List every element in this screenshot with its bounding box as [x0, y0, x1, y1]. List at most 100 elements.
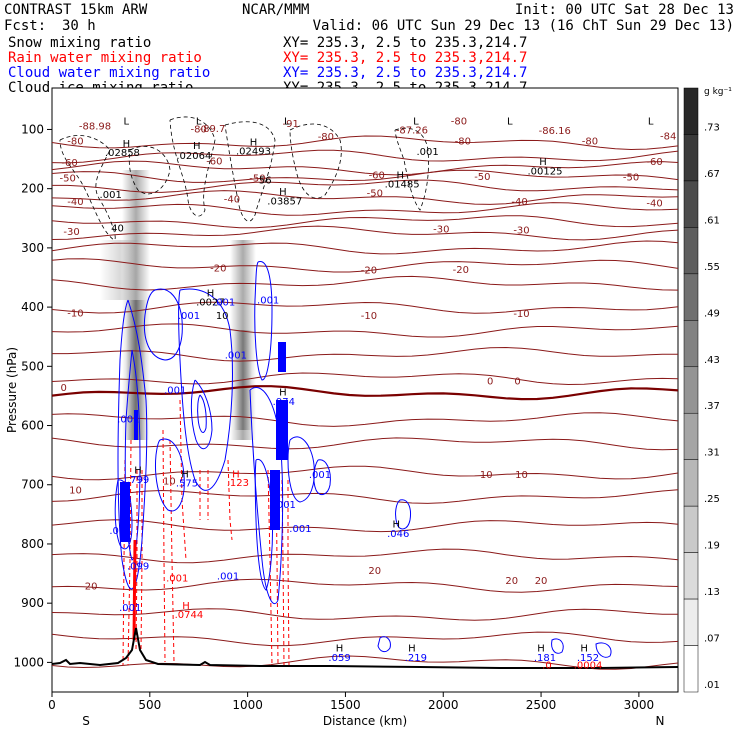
extremum-label: .001: [257, 296, 279, 307]
temperature-contour: [52, 149, 678, 164]
temperature-label: -40: [511, 197, 527, 208]
extremum-label: 10: [216, 311, 229, 322]
y-tick-label: 500: [21, 359, 44, 373]
x-tick-label: 0: [48, 698, 56, 712]
rain-contour: [287, 480, 290, 666]
extremum-label: .001: [289, 524, 311, 535]
extremum-label: H: [537, 644, 545, 655]
colorbar-cell: [683, 645, 699, 693]
extremum-label: L: [507, 117, 513, 128]
x-tick-label: 2500: [526, 698, 557, 712]
extremum-label: .046: [387, 529, 409, 540]
cloud-water-contour: [197, 394, 207, 433]
colorbar-label: .31: [704, 448, 720, 459]
extremum-label: .219: [405, 653, 427, 664]
extremum-label: H: [580, 644, 588, 655]
extremum-label: H: [393, 519, 401, 530]
rain-contour: [169, 439, 175, 663]
rain-contour: [140, 470, 143, 651]
temperature-contour: [52, 258, 678, 273]
temperature-contours: [52, 135, 678, 670]
extremum-label: .03857: [267, 197, 302, 208]
y-tick-label: 300: [21, 241, 44, 255]
temperature-contour: [52, 608, 678, 621]
temperature-contour: [52, 465, 678, 481]
extremum-label: L: [124, 117, 130, 128]
cloud-water-core: [270, 470, 280, 530]
extremum-label: .123: [227, 478, 249, 489]
temperature-label: -30: [433, 224, 449, 235]
x-tick-label: 2000: [428, 698, 459, 712]
temperature-contour: [52, 169, 678, 183]
cloud-water-contour: [155, 438, 185, 512]
colorbar-cell: [683, 227, 699, 275]
temperature-label: -50: [623, 172, 639, 183]
y-tick-label: 200: [21, 182, 44, 196]
temperature-label: -87.26: [396, 126, 428, 137]
temperature-contour: [52, 489, 678, 504]
temperature-contour: [52, 225, 678, 241]
colorbar: .73 .67 .61 .55 .49 .43 .37 .31 .25 .19 .13 .07 .01: [683, 87, 720, 693]
colorbar-cell: [683, 598, 699, 646]
cloud-water-contour: [313, 459, 331, 496]
temperature-contour: [52, 190, 678, 205]
temperature-label: -60: [206, 156, 222, 167]
temperature-label: -91: [282, 119, 298, 130]
temperature-contour: [52, 519, 678, 533]
temperature-label: -60: [646, 157, 662, 168]
temperature-label: 20: [368, 566, 381, 577]
cloud-ice-contour: [394, 127, 429, 211]
colorbar-label: .19: [704, 541, 720, 552]
y-tick-label: 700: [21, 478, 44, 492]
extremum-label: 56: [259, 175, 272, 186]
temperature-label: -80: [67, 136, 83, 147]
extremum-label: .152: [577, 653, 599, 664]
temperature-contour: [52, 437, 678, 451]
temperature-label: 20: [85, 582, 98, 593]
x-tick-label: 1000: [232, 698, 263, 712]
colorbar-label: .01: [704, 680, 720, 691]
rain-core-line: [132, 539, 137, 641]
plot-area: -80 -80 -80 -80 -80 -80 -84 -88.98 -89.7 -91 -87.2…: [51, 87, 679, 693]
temperature-label: -20: [453, 265, 469, 276]
y-axis: 100 200 300 400 500 600 700 800 900 1000: [13, 122, 52, 669]
temperature-contour: [52, 323, 678, 338]
colorbar-cell: [683, 320, 699, 368]
temperature-label: -80: [451, 117, 467, 128]
extremum-label: .181: [534, 653, 556, 664]
extremum-label: H: [181, 470, 189, 481]
temperature-contour: [52, 631, 678, 647]
rain-contour: [135, 470, 138, 651]
colorbar-cell: [683, 134, 699, 182]
extremum-label: H: [539, 157, 547, 168]
temperature-contour: [52, 346, 678, 362]
forecast-label: Fcst:: [4, 18, 46, 34]
y-tick-label: 900: [21, 596, 44, 610]
extremum-label: L: [196, 117, 202, 128]
cloud-water-contour: [395, 499, 411, 530]
init-time: Init: 00 UTC Sat 28 Dec 13: [515, 2, 734, 18]
extremum-label: .02064: [176, 151, 211, 162]
temperature-contour: [52, 135, 678, 151]
cloud-water-contour: [595, 642, 612, 658]
temperature-label: 0: [487, 377, 493, 388]
temperature-label: -60: [61, 158, 77, 169]
y-tick-label: 600: [21, 419, 44, 433]
temperature-label: -80: [191, 124, 207, 135]
center-name: NCAR/MMM: [242, 2, 309, 18]
temperature-label: -50: [249, 174, 265, 185]
colorbar-label: .55: [704, 262, 720, 273]
x-axis: 0 500 1000 1500 2000 2500 3000: [48, 692, 654, 712]
extremum-label: .001: [166, 573, 188, 584]
extremum-label: .001: [178, 311, 200, 322]
colorbar-label: .61: [704, 215, 720, 226]
colorbar-cell: [683, 412, 699, 460]
cloud-water-contour: [254, 261, 273, 381]
extremum-label: .02493: [236, 146, 271, 157]
x-tick-label: 3000: [624, 698, 655, 712]
temperature-label: 0: [61, 383, 67, 394]
temperature-label: -50: [367, 188, 383, 199]
extremum-label: .001: [164, 386, 186, 397]
temperature-label: 20: [505, 576, 518, 587]
